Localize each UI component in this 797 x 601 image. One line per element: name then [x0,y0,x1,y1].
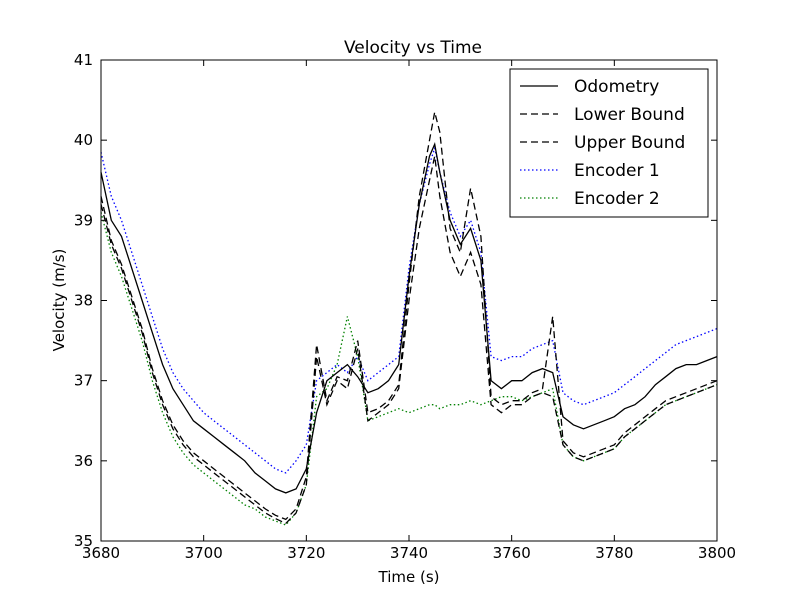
x-tick-label: 3780 [595,544,633,562]
x-tick-label: 3680 [82,544,120,562]
x-tick-label: 3700 [185,544,223,562]
series-layer [100,111,718,526]
legend-box [509,68,709,218]
series-line-lower-bound [100,156,718,525]
y-tick-label: 41 [74,51,93,69]
x-tick-label: 3760 [493,544,531,562]
x-tick-label: 3800 [698,544,736,562]
legend: Odometry Lower Bound Upper Bound Encoder 1 E… [509,68,709,218]
legend-label: Upper Bound [574,133,685,153]
legend-label: Odometry [574,77,659,97]
legend-label: Lower Bound [574,105,685,125]
x-tick-label: 3740 [390,544,428,562]
y-tick-label: 36 [74,452,93,470]
y-tick-label: 35 [74,532,93,550]
legend-label: Encoder 2 [574,189,660,209]
y-tick-label: 40 [74,131,93,149]
x-tick-label: 3720 [287,544,325,562]
series-line-odometry [100,141,718,494]
x-axis-label: Time (s) [378,568,440,586]
y-tick-label: 38 [74,292,93,310]
chart-title: Velocity vs Time [344,38,482,58]
y-tick-label: 39 [74,211,93,229]
x-axis-ticks: 3680 3700 3720 3740 3760 3780 3800 [82,60,736,562]
series-line-upper-bound [100,111,718,521]
legend-label: Encoder 1 [574,161,660,181]
y-axis-ticks: 35 36 37 38 39 40 41 [74,51,717,550]
series-line-encoder-1 [100,145,718,474]
y-tick-label: 37 [74,372,93,390]
y-axis-label: Velocity (m/s) [50,249,68,352]
series-line-encoder-2 [100,212,718,526]
